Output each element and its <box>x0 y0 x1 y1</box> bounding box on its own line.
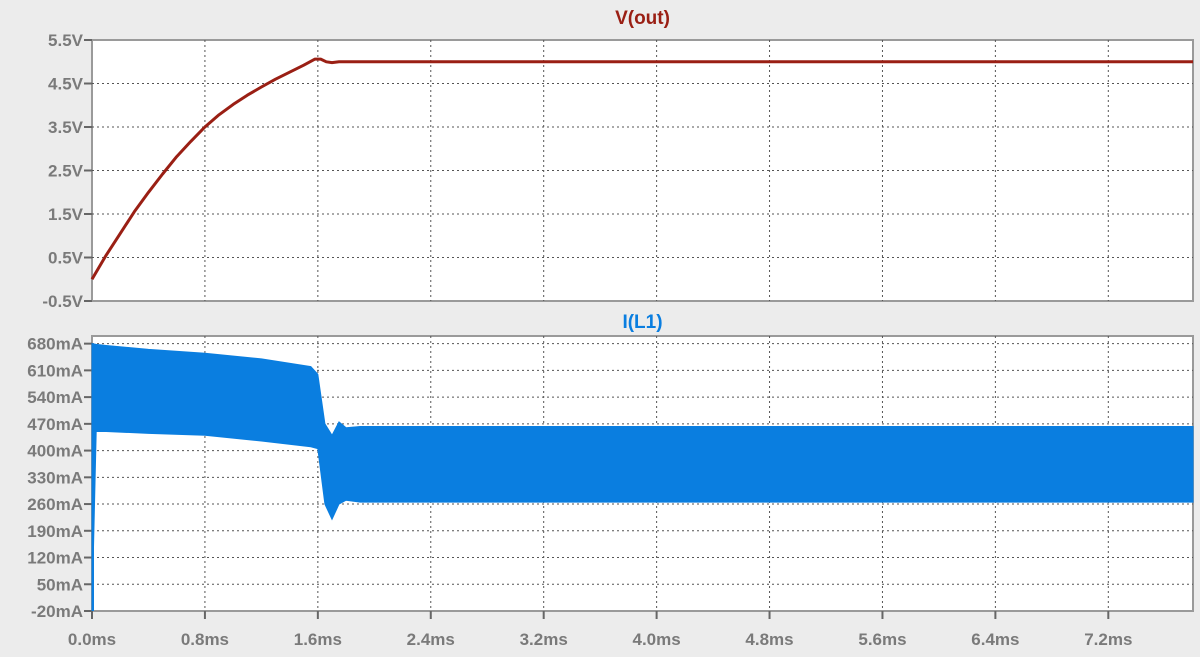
y-tick-label: 540mA <box>27 388 83 407</box>
y-tick-label: 610mA <box>27 361 83 380</box>
x-tick-label: 4.8ms <box>745 630 793 649</box>
y-tick-label: 680mA <box>27 335 83 354</box>
x-axis: 0.0ms 0.8ms 1.6ms 2.4ms 3.2ms 4.0ms 4.8ms 5.6ms… <box>68 611 1132 649</box>
x-tick-label: 0.0ms <box>68 630 116 649</box>
pane-vout-grid <box>92 40 1193 301</box>
trace-vout-line <box>90 57 1193 281</box>
y-tick-label: 260mA <box>27 495 83 514</box>
y-tick-label: 1.5V <box>48 205 84 224</box>
y-tick-label: -20mA <box>31 602 83 621</box>
x-tick-label: 0.8ms <box>181 630 229 649</box>
x-tick-label: 2.4ms <box>407 630 455 649</box>
y-tick-label: 0.5V <box>48 249 84 268</box>
pane-il1-y-axis: 680mA 610mA 540mA 470mA 400mA 330mA 260mA 190mA… <box>27 335 92 621</box>
x-tick-label: 5.6ms <box>858 630 906 649</box>
trace-vout <box>90 57 1193 281</box>
trace-il1 <box>91 342 1194 612</box>
y-tick-label: 5.5V <box>48 31 84 50</box>
x-tick-label: 3.2ms <box>520 630 568 649</box>
trace-il1-envelope <box>91 342 1194 612</box>
pane-il1[interactable]: 680mA 610mA 540mA 470mA 400mA 330mA 260mA 190mA… <box>27 312 1194 621</box>
y-tick-label: 330mA <box>27 468 83 487</box>
y-tick-label: 470mA <box>27 415 83 434</box>
x-tick-label: 4.0ms <box>633 630 681 649</box>
trace-title-vout[interactable]: V(out) <box>615 8 670 29</box>
trace-title-il1[interactable]: I(L1) <box>622 312 662 333</box>
x-tick-label: 6.4ms <box>971 630 1019 649</box>
x-tick-label: 1.6ms <box>294 630 342 649</box>
y-tick-label: 120mA <box>27 549 83 568</box>
y-tick-label: 2.5V <box>48 162 84 181</box>
y-tick-label: 4.5V <box>48 75 84 94</box>
x-tick-label: 7.2ms <box>1084 630 1132 649</box>
y-tick-label: 50mA <box>37 575 83 594</box>
pane-vout[interactable]: 5.5V 4.5V 3.5V 2.5V 1.5V 0.5V -0.5V V(out) <box>42 8 1194 311</box>
y-tick-label: 3.5V <box>48 118 84 137</box>
y-tick-label: 190mA <box>27 522 83 541</box>
y-tick-label: 400mA <box>27 442 83 461</box>
pane-vout-y-axis: 5.5V 4.5V 3.5V 2.5V 1.5V 0.5V -0.5V <box>42 31 92 311</box>
y-tick-label: -0.5V <box>42 292 83 311</box>
